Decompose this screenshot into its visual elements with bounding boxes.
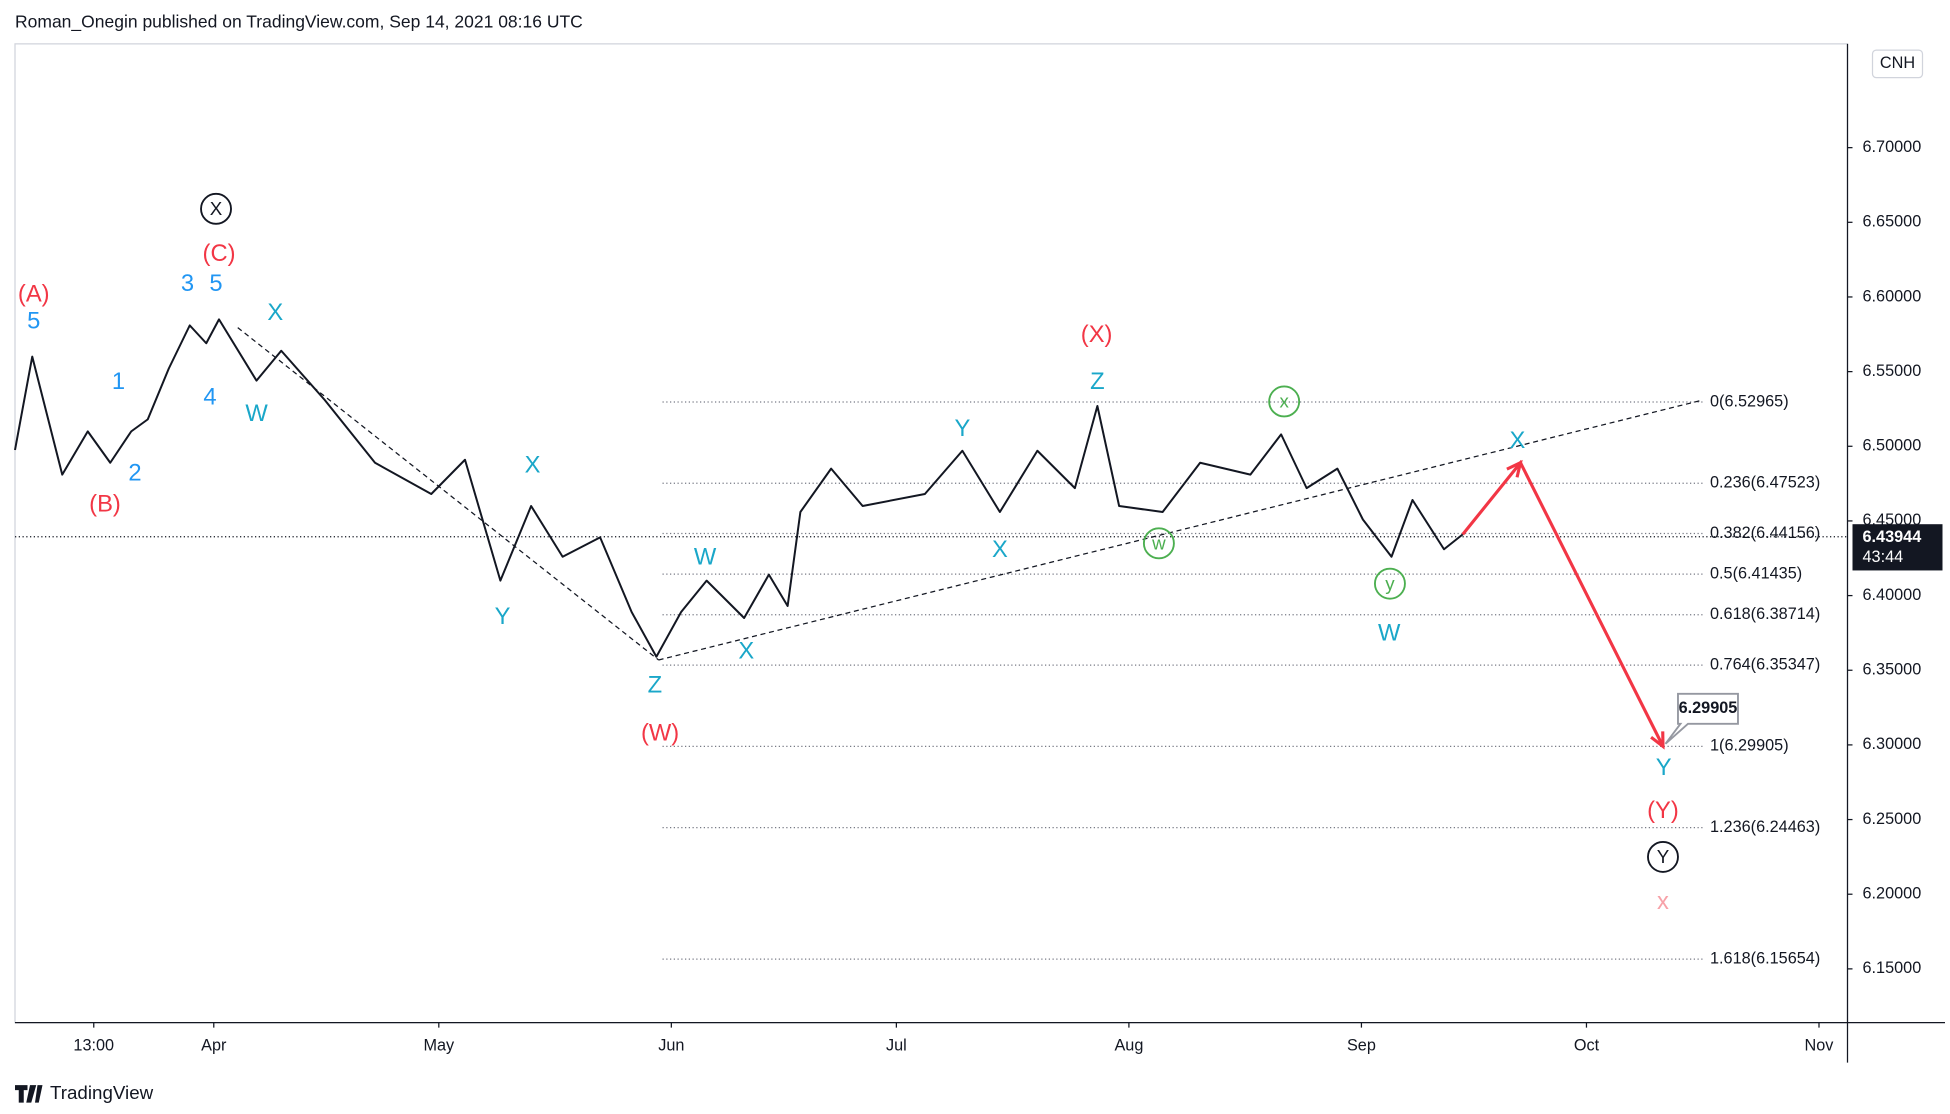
target-tag-label: 6.29905 bbox=[1679, 699, 1738, 717]
wave-label: X bbox=[738, 637, 754, 664]
wave-label: Z bbox=[1090, 368, 1105, 395]
wave-label: X bbox=[992, 536, 1008, 563]
wave-label: 3 bbox=[181, 270, 194, 297]
target-tag-box bbox=[1664, 692, 1739, 745]
wave-label: W bbox=[245, 400, 268, 427]
fib-label: 0.382(6.44156) bbox=[1710, 524, 1820, 542]
symbol: CNH bbox=[1880, 54, 1915, 72]
fib-label: 0.5(6.41435) bbox=[1710, 564, 1802, 582]
wave-label: Z bbox=[648, 672, 663, 699]
wave-label: Y bbox=[954, 415, 970, 442]
wave-label: W bbox=[1378, 619, 1401, 646]
wave-circle bbox=[200, 192, 232, 225]
projection-arrowhead bbox=[1650, 731, 1665, 750]
x-tick-label: Aug bbox=[1114, 1037, 1143, 1055]
y-tick-label: 6.55000 bbox=[1863, 362, 1922, 380]
wave-label: 1 bbox=[112, 368, 125, 395]
x-tick-label: May bbox=[423, 1037, 455, 1055]
wave-label: (W) bbox=[641, 719, 679, 746]
fib-label: 0.764(6.35347) bbox=[1710, 655, 1820, 673]
wave-label: 2 bbox=[128, 460, 141, 487]
price-line bbox=[14, 318, 1464, 658]
fib-label: 1(6.29905) bbox=[1710, 737, 1789, 755]
fib-label: 1.236(6.24463) bbox=[1710, 818, 1820, 836]
countdown-label: 43:44 bbox=[1863, 548, 1904, 566]
x-tick-label: Apr bbox=[201, 1037, 227, 1055]
wave-label: x bbox=[1279, 391, 1289, 412]
wave-circle bbox=[1374, 567, 1406, 600]
wave-label: w bbox=[1151, 533, 1166, 554]
last-price-tag bbox=[1852, 524, 1943, 571]
symbol-badge[interactable] bbox=[1871, 49, 1924, 79]
y-tick-label: 6.20000 bbox=[1863, 885, 1922, 903]
wave-label: Y bbox=[495, 603, 511, 630]
wave-circle bbox=[1268, 385, 1301, 418]
x-tick-label: Sep bbox=[1347, 1037, 1376, 1055]
wave-label: X bbox=[1510, 427, 1526, 454]
wave-label: y bbox=[1385, 573, 1395, 594]
trendline bbox=[658, 399, 1703, 661]
wave-circle bbox=[1647, 840, 1679, 873]
x-tick-label: Jun bbox=[658, 1037, 684, 1055]
projection-arrowhead bbox=[1506, 459, 1523, 478]
wave-label: (B) bbox=[89, 490, 121, 517]
wave-label: 5 bbox=[209, 270, 222, 297]
wave-label: Y bbox=[1657, 846, 1670, 867]
last-price-label: 6.43944 bbox=[1863, 528, 1922, 546]
x-tick-label: Jul bbox=[886, 1037, 907, 1055]
wave-label: X bbox=[210, 198, 223, 219]
y-tick-label: 6.25000 bbox=[1863, 810, 1922, 828]
wave-label: 5 bbox=[27, 307, 40, 334]
wave-label: X bbox=[525, 451, 541, 478]
trendline bbox=[237, 327, 660, 661]
logo-icon bbox=[15, 1085, 43, 1103]
wave-label: X bbox=[267, 299, 283, 326]
wave-label: (X) bbox=[1081, 321, 1113, 348]
wave-label: (C) bbox=[203, 240, 236, 267]
y-tick-label: 6.65000 bbox=[1863, 213, 1922, 231]
wave-label: Y bbox=[1656, 754, 1672, 781]
y-tick-label: 6.35000 bbox=[1863, 661, 1922, 679]
y-tick-label: 6.50000 bbox=[1863, 437, 1922, 455]
fib-label: 0.618(6.38714) bbox=[1710, 605, 1820, 623]
wave-label: x bbox=[1657, 888, 1669, 915]
wave-label: 4 bbox=[203, 384, 216, 411]
y-tick-label: 6.30000 bbox=[1863, 735, 1922, 753]
wave-label: W bbox=[694, 543, 717, 570]
wave-circle bbox=[1142, 527, 1175, 560]
x-tick-label: Nov bbox=[1805, 1037, 1835, 1055]
footer-logo: TradingView bbox=[15, 1082, 154, 1103]
fib-label: 0(6.52965) bbox=[1710, 392, 1789, 410]
fib-label: 1.618(6.15654) bbox=[1710, 949, 1820, 967]
wave-label: (Y) bbox=[1647, 797, 1679, 824]
y-tick-label: 6.15000 bbox=[1863, 959, 1922, 977]
fib-label: 0.236(6.47523) bbox=[1710, 474, 1820, 492]
x-tick-label: 13:00 bbox=[73, 1037, 114, 1055]
byline: Roman_Onegin published on TradingView.co… bbox=[15, 11, 583, 32]
brand: TradingView bbox=[50, 1082, 154, 1103]
x-tick-label: Oct bbox=[1574, 1037, 1600, 1055]
y-tick-label: 6.60000 bbox=[1863, 287, 1922, 305]
y-tick-label: 6.40000 bbox=[1863, 586, 1922, 604]
wave-label: (A) bbox=[18, 281, 50, 308]
y-tick-label: 6.70000 bbox=[1863, 138, 1922, 156]
